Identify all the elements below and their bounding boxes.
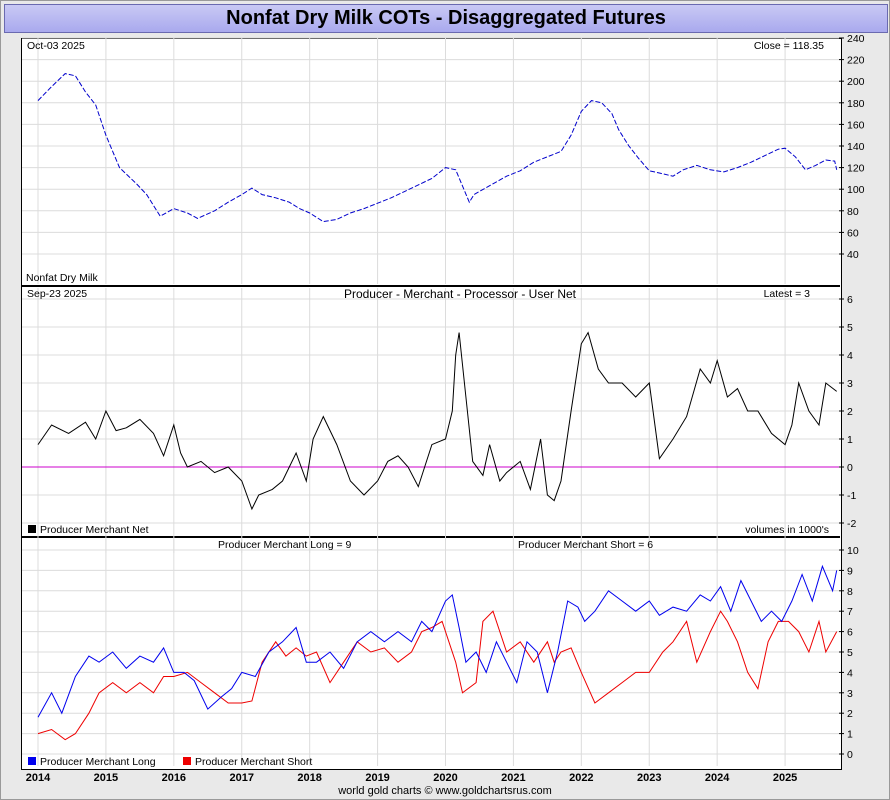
y-tick-label: 60: [847, 227, 859, 239]
y-tick-label: 4: [847, 350, 853, 362]
y-tick-label: 100: [847, 184, 865, 196]
short-legend-label: Producer Merchant Short: [195, 756, 312, 768]
y-tick-label: 1: [847, 434, 853, 446]
y-tick-label: 2: [847, 708, 853, 720]
net-units: volumes in 1000's: [745, 524, 829, 536]
short-series-line: [37, 610, 838, 741]
y-tick-label: 140: [847, 141, 865, 153]
x-tick-label: 2020: [433, 772, 457, 784]
x-tick-label: 2016: [162, 772, 186, 784]
price-label: Nonfat Dry Milk: [26, 272, 99, 284]
y-tick-label: 0: [847, 749, 853, 761]
y-tick-label: 220: [847, 55, 865, 67]
short-header: Producer Merchant Short = 6: [518, 539, 653, 551]
y-tick-label: 6: [847, 627, 853, 639]
net-title: Producer - Merchant - Processor - User N…: [344, 287, 577, 301]
x-tick-label: 2021: [501, 772, 525, 784]
x-tick-label: 2022: [569, 772, 593, 784]
x-tick-label: 2017: [230, 772, 254, 784]
short-legend-swatch: [183, 757, 191, 765]
long-legend-swatch: [28, 757, 36, 765]
x-tick-label: 2018: [297, 772, 321, 784]
y-tick-label: 4: [847, 667, 853, 679]
y-tick-label: 5: [847, 647, 853, 659]
y-tick-label: 9: [847, 565, 853, 577]
x-tick-label: 2025: [773, 772, 797, 784]
y-tick-label: 0: [847, 462, 853, 474]
x-tick-label: 2024: [705, 772, 730, 784]
net-date: Sep-23 2025: [27, 288, 87, 300]
long-series-line: [37, 564, 838, 718]
x-tick-label: 2014: [26, 772, 51, 784]
long-header: Producer Merchant Long = 9: [218, 539, 352, 551]
y-tick-label: 7: [847, 606, 853, 618]
y-tick-label: 3: [847, 688, 853, 700]
price-date: Oct-03 2025: [27, 40, 85, 52]
y-tick-label: 2: [847, 406, 853, 418]
y-tick-label: -2: [847, 518, 856, 530]
x-tick-label: 2015: [94, 772, 118, 784]
y-tick-label: 200: [847, 76, 865, 88]
y-tick-label: 80: [847, 206, 859, 218]
long-legend-label: Producer Merchant Long: [40, 756, 156, 768]
y-tick-label: -1: [847, 490, 856, 502]
y-tick-label: 120: [847, 163, 865, 175]
y-tick-label: 40: [847, 249, 859, 261]
y-tick-label: 10: [847, 545, 859, 557]
net-latest: Latest = 3: [764, 288, 811, 300]
footer-credit: world gold charts © www.goldchartsrus.co…: [338, 785, 552, 797]
price-series-line: [37, 73, 838, 223]
x-tick-label: 2023: [637, 772, 661, 784]
net-legend-swatch: [28, 525, 36, 533]
net-legend-label: Producer Merchant Net: [40, 524, 149, 536]
y-tick-label: 8: [847, 586, 853, 598]
y-tick-label: 180: [847, 98, 865, 110]
y-tick-label: 5: [847, 322, 853, 334]
y-tick-label: 6: [847, 294, 853, 306]
net-series-line: [37, 331, 838, 511]
chart-title: Nonfat Dry Milk COTs - Disaggregated Fut…: [226, 7, 666, 29]
title-bar: Nonfat Dry Milk COTs - Disaggregated Fut…: [4, 4, 888, 33]
x-tick-label: 2019: [365, 772, 389, 784]
chart-area: [21, 38, 842, 770]
y-tick-label: 1: [847, 729, 853, 741]
y-tick-label: 160: [847, 119, 865, 131]
price-close: Close = 118.35: [754, 40, 824, 52]
y-tick-label: 3: [847, 378, 853, 390]
y-tick-label: 240: [847, 33, 865, 45]
